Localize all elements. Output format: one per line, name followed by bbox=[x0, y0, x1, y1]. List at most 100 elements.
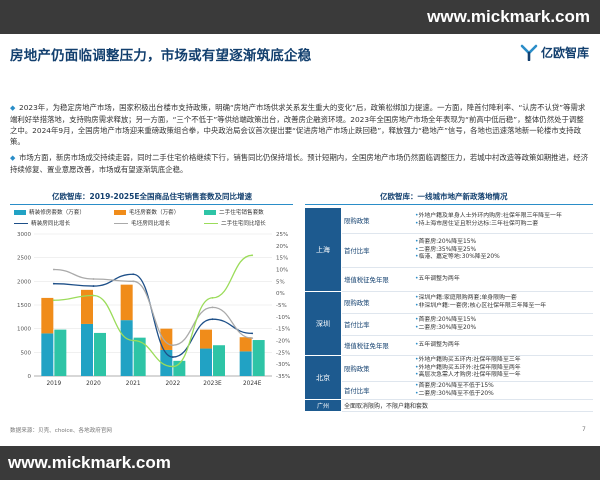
city-name: 深圳 bbox=[316, 319, 330, 328]
y-tick-label: 3000 bbox=[17, 232, 31, 238]
paragraph-policy: ◆ 2023年，为稳定房地产市场，国家积极出台楼市支持政策，明确“房地产市场供求关… bbox=[10, 102, 590, 147]
data-point bbox=[52, 282, 55, 285]
y2-tick-label: 15% bbox=[276, 256, 288, 262]
y2-tick-label: -10% bbox=[276, 315, 290, 321]
legend-item: 二手住宅销售套数 bbox=[204, 208, 264, 216]
detail-item: 非深圳户籍:一套房;核心区社保年限三年降至一年 bbox=[415, 303, 546, 311]
policy-details: 五年调整为两年 bbox=[415, 336, 459, 355]
y2-tick-label: -20% bbox=[276, 339, 290, 345]
data-point bbox=[52, 299, 55, 302]
legend-line bbox=[114, 223, 128, 224]
legend-line bbox=[14, 223, 28, 224]
x-tick-label: 2024E bbox=[243, 381, 262, 387]
detail-item: 深圳户籍:家庭限购两套;单身限购一套 bbox=[415, 295, 546, 303]
policy-name: 增值税征免年限 bbox=[344, 276, 389, 284]
legend-line bbox=[204, 223, 218, 224]
legend-label: 精装房同比增长 bbox=[31, 221, 71, 227]
bar bbox=[120, 284, 133, 321]
bar bbox=[120, 320, 133, 376]
city-cell-beijing: 北京 bbox=[305, 356, 341, 400]
bar bbox=[81, 289, 93, 324]
data-point bbox=[211, 297, 214, 299]
data-point bbox=[211, 306, 214, 309]
data-point bbox=[251, 254, 254, 257]
policy-details: 首套房:20%降至15%二套房:30%降至20% bbox=[415, 314, 476, 335]
detail-item: 二套房:35%降至25% bbox=[415, 247, 500, 255]
diamond-bullet-icon: ◆ bbox=[10, 104, 16, 112]
data-point bbox=[171, 344, 174, 347]
detail-item: 首套房:20%降至15% bbox=[415, 239, 500, 247]
policy-details: 五年调整为两年 bbox=[415, 268, 459, 291]
policy-name: 首付比率 bbox=[344, 247, 370, 255]
y2-tick-label: 10% bbox=[276, 268, 288, 274]
data-point bbox=[52, 268, 55, 271]
bar bbox=[133, 337, 146, 376]
city-cell-guangzhou: 广州 bbox=[305, 400, 341, 412]
chart-title: 亿欧智库：2019-2025E全国商品住宅销售套数及同比增速 bbox=[52, 192, 252, 201]
policy-name: 限购政策 bbox=[344, 217, 370, 225]
detail-item: 高层次急需人才购房:社保年限降至一年 bbox=[415, 372, 520, 380]
chart-legend: 精装修房套数（万套） 毛坯房套数（万套） 二手住宅销售套数 精装房同比增长 毛坯… bbox=[14, 208, 299, 232]
table-row: 限购政策 深圳户籍:家庭限购两套;单身限购一套非深圳户籍:一套房;核心区社保年限… bbox=[342, 292, 593, 314]
brand-logo: 亿欧智库 bbox=[520, 42, 596, 64]
policy-name: 全面取消限购，不限户籍和套数 bbox=[344, 403, 429, 410]
diamond-bullet-icon: ◆ bbox=[10, 154, 16, 162]
sales-chart: 0 500 1000 1500 2000 2500 3000 25% 20% 15% 10% 5% 0%… bbox=[17, 232, 290, 387]
bar bbox=[173, 360, 186, 376]
legend-label: 毛坯房套数（万套） bbox=[129, 210, 180, 216]
legend-item: 二手住宅同比增长 bbox=[204, 219, 266, 227]
y-tick-label: 1000 bbox=[17, 327, 31, 333]
table-row: 全面取消限购，不限户籍和套数 bbox=[342, 400, 593, 412]
y-tick-label: 1500 bbox=[17, 303, 31, 309]
y2-tick-label: -30% bbox=[276, 362, 290, 368]
bar bbox=[41, 297, 54, 334]
detail-item: 持上海市居住证且积分达标:三年社保可购二套 bbox=[415, 221, 562, 229]
legend-label: 二手住宅同比增长 bbox=[221, 221, 266, 227]
y-tick-label: 0 bbox=[28, 374, 32, 380]
y2-tick-label: -15% bbox=[276, 327, 290, 333]
legend-item: 精装房同比增长 bbox=[14, 219, 70, 227]
y2-tick-label: -5% bbox=[276, 303, 287, 309]
policy-name: 限购政策 bbox=[344, 365, 370, 373]
legend-swatch bbox=[14, 210, 26, 215]
table-row: 增值税征免年限 五年调整为两年 bbox=[342, 268, 593, 292]
data-point bbox=[211, 318, 214, 321]
policy-details: 外地户籍购买五环内:社保年限降至三年外地户籍购买五环外:社保年限降至两年高层次急… bbox=[415, 356, 520, 381]
y-tick-label: 2500 bbox=[17, 256, 31, 262]
bar bbox=[213, 345, 225, 376]
policy-name: 限购政策 bbox=[344, 299, 370, 307]
city-name: 上海 bbox=[316, 245, 330, 254]
data-point bbox=[251, 332, 254, 335]
legend-label: 二手住宅销售套数 bbox=[219, 210, 264, 216]
data-source: 数据来源：贝壳、choice、各地政府官网 bbox=[10, 428, 113, 434]
detail-item: 外地户籍购买五环外:社保年限降至两年 bbox=[415, 365, 520, 373]
data-point bbox=[92, 285, 95, 287]
bar bbox=[41, 333, 54, 376]
bar bbox=[200, 329, 212, 349]
data-point bbox=[92, 294, 95, 297]
y2-tick-label: 0% bbox=[276, 291, 285, 297]
policy-name: 首付比率 bbox=[344, 387, 370, 395]
x-tick-label: 2021 bbox=[126, 381, 141, 387]
legend-item: 精装修房套数（万套） bbox=[14, 208, 85, 216]
data-point bbox=[132, 273, 135, 276]
y-tick-label: 500 bbox=[21, 350, 32, 356]
bar bbox=[54, 329, 67, 376]
detail-item: 首套房:20%降至15% bbox=[415, 317, 476, 325]
detail-item: 外地户籍及单身人士外环内购房:社保年限三年降至一年 bbox=[415, 213, 561, 221]
y2-tick-label: -25% bbox=[276, 350, 290, 356]
bar bbox=[239, 351, 252, 376]
legend-label: 毛坯房同比增长 bbox=[131, 221, 171, 227]
legend-item: 毛坯房套数（万套） bbox=[114, 208, 179, 216]
detail-item: 二套房:30%降至不低于20% bbox=[415, 391, 493, 399]
paragraph-market: ◆ 市场方面，新房市场成交持续走弱，同时二手住宅价格继续下行，销售同比仍保持增长。… bbox=[10, 152, 590, 175]
table-title: 亿欧智库：一线城市地产新政落地情况 bbox=[380, 192, 508, 201]
data-point bbox=[171, 365, 174, 368]
city-cell-shenzhen: 深圳 bbox=[305, 292, 341, 356]
watermark-banner-top: www.mickmark.com bbox=[0, 0, 600, 34]
table-row: 首付比率 首套房:20%降至不低于15%二套房:30%降至不低于20% bbox=[342, 382, 593, 400]
paragraph-text: 2023年，为稳定房地产市场，国家积极出台楼市支持政策，明确“房地产市场供求关系… bbox=[10, 103, 586, 146]
data-point bbox=[251, 337, 254, 340]
watermark-text: www.mickmark.com bbox=[8, 453, 171, 472]
detail-item: 五年调整为两年 bbox=[415, 276, 459, 284]
